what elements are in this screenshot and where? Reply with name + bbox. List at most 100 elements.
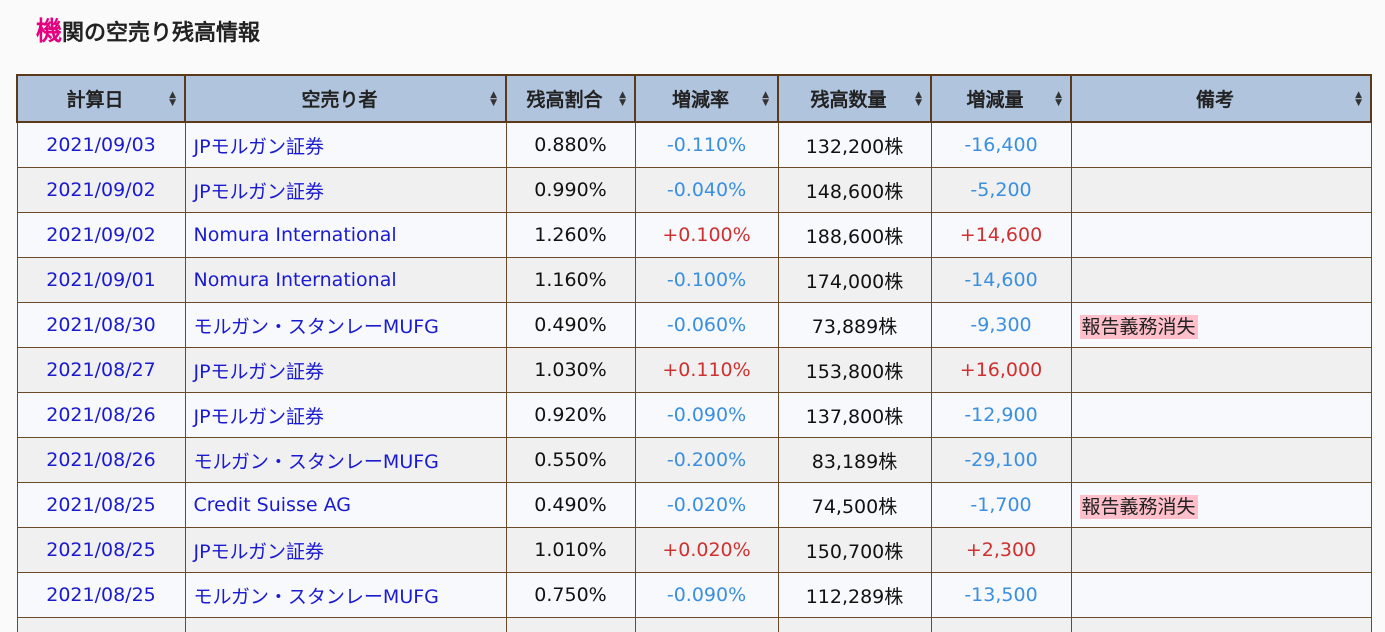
cell-diff: -29,100 (930, 437, 1072, 483)
table-row: 2021/08/30 モルガン・スタンレーMUFG 0.490% -0.060% 73,… (16, 302, 1372, 348)
table-row: 2021/08/27 JPモルガン証券 1.030% +0.110% 153,800株 +… (16, 347, 1372, 393)
cell-seller[interactable]: モルガン・スタンレーMUFG (184, 302, 507, 348)
cell-ratio: 0.490% (505, 482, 636, 528)
cell-date[interactable]: 2021/09/03 (16, 121, 186, 168)
cell-note (1070, 347, 1372, 393)
cell-diff: -14,600 (930, 257, 1072, 303)
header-ratio[interactable]: 残高割合 ▲ ▼ (505, 74, 636, 123)
header-date[interactable]: 計算日 ▲ ▼ (16, 74, 186, 123)
cell-seller[interactable]: Nomura International (184, 212, 507, 258)
header-seller[interactable]: 空売り者 ▲ ▼ (184, 74, 507, 123)
cell-seller[interactable]: JPモルガン証券 (184, 167, 507, 213)
short-selling-table: 計算日 ▲ ▼ 空売り者 ▲ ▼ 残高割合 ▲ ▼ 増減率 ▲ ▼ 残高数量 ▲ ▼ 増減量 ▲ ▼ 備… (16, 74, 1372, 632)
header-row: 計算日 ▲ ▼ 空売り者 ▲ ▼ 残高割合 ▲ ▼ 増減率 ▲ ▼ 残高数量 ▲ ▼ 増減量 ▲ ▼ 備… (16, 74, 1372, 123)
cell-date[interactable]: 2021/08/30 (16, 302, 186, 348)
cell-date[interactable]: 2021/08/25 (16, 482, 186, 528)
cell-seller[interactable]: JPモルガン証券 (184, 527, 507, 573)
cell-rate: -0.090% (634, 572, 779, 618)
table-row: 2021/09/02 Nomura International 1.260% +0.1… (16, 212, 1372, 258)
header-note[interactable]: 備考 ▲ ▼ (1070, 74, 1372, 123)
cell-date[interactable]: 2021/08/25 (16, 572, 186, 618)
cell-seller[interactable]: JPモルガン証券 (184, 392, 507, 438)
sort-icon[interactable]: ▲ ▼ (915, 89, 922, 108)
cell-date[interactable]: 2021/09/02 (16, 167, 186, 213)
cell-note (1070, 167, 1372, 213)
cell-rate: +0.020% (634, 527, 779, 573)
cell-quantity: 73,889株 (777, 302, 932, 348)
cell-note (1070, 437, 1372, 483)
cell-rate: -0.110% (634, 121, 779, 168)
cell-rate: -0.090% (634, 392, 779, 438)
cell-quantity: 150,700株 (777, 527, 932, 573)
cell-quantity: 148,600株 (777, 167, 932, 213)
cell-diff: -16,400 (930, 121, 1072, 168)
cell-diff: -12,900 (930, 392, 1072, 438)
cell-seller[interactable]: Nomura International (184, 257, 507, 303)
cell-diff: +16,000 (930, 347, 1072, 393)
cell-seller[interactable]: Credit Suisse AG (184, 482, 507, 528)
header-rate[interactable]: 増減率 ▲ ▼ (634, 74, 779, 123)
header-quantity[interactable]: 残高数量 ▲ ▼ (777, 74, 932, 123)
sort-icon[interactable]: ▲ ▼ (1055, 89, 1062, 108)
cell-seller[interactable]: モルガン・スタンレーMUFG (184, 437, 507, 483)
cell-note (1070, 121, 1372, 168)
cell-empty (930, 617, 1072, 632)
table-row (16, 617, 1372, 632)
cell-ratio: 1.030% (505, 347, 636, 393)
cell-quantity: 112,289株 (777, 572, 932, 618)
cell-rate: -0.200% (634, 437, 779, 483)
cell-ratio: 0.990% (505, 167, 636, 213)
title-accent: 機 (36, 17, 63, 47)
cell-date[interactable]: 2021/08/27 (16, 347, 186, 393)
cell-empty (184, 617, 507, 632)
table-row: 2021/08/26 モルガン・スタンレーMUFG 0.550% -0.200% 83,… (16, 437, 1372, 483)
cell-seller[interactable]: モルガン・スタンレーMUFG (184, 572, 507, 618)
cell-rate: -0.100% (634, 257, 779, 303)
sort-icon[interactable]: ▲ ▼ (169, 89, 176, 108)
cell-diff: -9,300 (930, 302, 1072, 348)
table-row: 2021/09/03 JPモルガン証券 0.880% -0.110% 132,200株 -… (16, 121, 1372, 168)
title-text: 関の空売り残高情報 (62, 21, 261, 46)
cell-seller[interactable]: JPモルガン証券 (184, 121, 507, 168)
table-row: 2021/08/25 モルガン・スタンレーMUFG 0.750% -0.090% 112… (16, 572, 1372, 618)
sort-icon[interactable]: ▲ ▼ (490, 89, 497, 108)
header-diff[interactable]: 増減量 ▲ ▼ (930, 74, 1072, 123)
cell-ratio: 1.260% (505, 212, 636, 258)
page-title: 機関の空売り残高情報 (36, 14, 260, 52)
cell-note (1070, 572, 1372, 618)
cell-empty (777, 617, 932, 632)
cell-date[interactable]: 2021/08/26 (16, 437, 186, 483)
cell-note (1070, 527, 1372, 573)
cell-date[interactable]: 2021/08/26 (16, 392, 186, 438)
cell-ratio: 0.490% (505, 302, 636, 348)
cell-date[interactable]: 2021/09/02 (16, 212, 186, 258)
cell-empty (634, 617, 779, 632)
sort-icon[interactable]: ▲ ▼ (762, 89, 769, 108)
cell-ratio: 0.920% (505, 392, 636, 438)
cell-note: 報告義務消失 (1070, 482, 1372, 528)
cell-quantity: 137,800株 (777, 392, 932, 438)
table-row: 2021/08/25 JPモルガン証券 1.010% +0.020% 150,700株 +… (16, 527, 1372, 573)
cell-quantity: 132,200株 (777, 121, 932, 168)
cell-rate: +0.110% (634, 347, 779, 393)
cell-diff: -5,200 (930, 167, 1072, 213)
cell-quantity: 83,189株 (777, 437, 932, 483)
table-body: 2021/09/03 JPモルガン証券 0.880% -0.110% 132,200株 -… (16, 121, 1372, 632)
table-row: 2021/09/01 Nomura International 1.160% -0.1… (16, 257, 1372, 303)
cell-note: 報告義務消失 (1070, 302, 1372, 348)
cell-date[interactable]: 2021/08/25 (16, 527, 186, 573)
cell-date[interactable]: 2021/09/01 (16, 257, 186, 303)
sort-icon[interactable]: ▲ ▼ (619, 89, 626, 108)
cell-diff: -1,700 (930, 482, 1072, 528)
table-row: 2021/08/25 Credit Suisse AG 0.490% -0.020% 7… (16, 482, 1372, 528)
cell-rate: +0.100% (634, 212, 779, 258)
sort-icon[interactable]: ▲ ▼ (1355, 89, 1362, 108)
cell-rate: -0.040% (634, 167, 779, 213)
cell-ratio: 0.880% (505, 121, 636, 168)
cell-ratio: 1.010% (505, 527, 636, 573)
cell-seller[interactable]: JPモルガン証券 (184, 347, 507, 393)
cell-diff: +2,300 (930, 527, 1072, 573)
cell-diff: +14,600 (930, 212, 1072, 258)
cell-note (1070, 212, 1372, 258)
